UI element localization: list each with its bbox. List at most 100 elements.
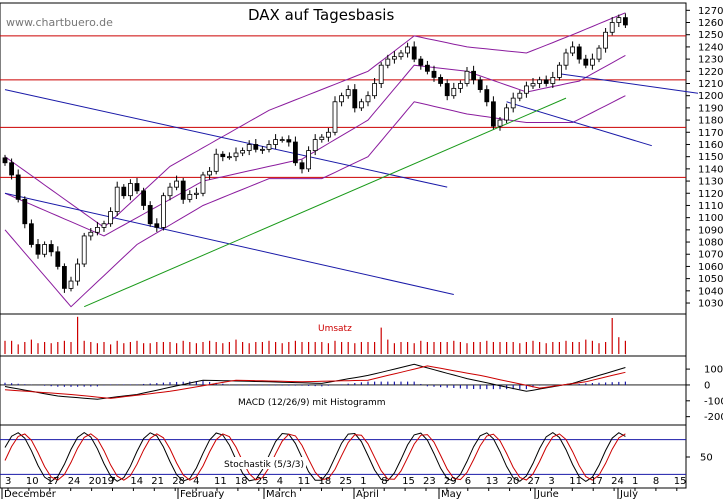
y-tick-label: 12100	[698, 79, 723, 90]
candle-body	[444, 83, 450, 97]
y-tick-label: 12600	[698, 18, 723, 29]
x-day-label: 18	[319, 476, 332, 487]
trendlines	[4, 73, 699, 308]
x-month-label: May	[441, 489, 462, 499]
stochastic-panel: 50	[0, 431, 713, 483]
x-day-label: 2019	[89, 476, 114, 487]
candle-body	[114, 186, 120, 212]
candle-body	[378, 64, 384, 84]
y-tick-label: 10600	[698, 262, 723, 273]
y-tick-label: 11800	[698, 116, 723, 127]
candle-body	[9, 162, 15, 176]
chart-title: DAX auf Tagesbasis	[248, 6, 394, 24]
watermark: www.chartbuero.de	[6, 16, 113, 29]
candle-body	[517, 92, 523, 99]
candle-body	[75, 263, 80, 282]
macd-tick-label: -200	[704, 412, 723, 423]
bollinger-lower-band	[4, 95, 626, 308]
candle-body	[609, 22, 615, 33]
x-day-label: 1	[632, 476, 638, 487]
x-day-label: 18	[235, 476, 248, 487]
y-tick-label: 11100	[698, 201, 723, 212]
candle-body	[345, 89, 351, 97]
candle-body	[2, 157, 8, 164]
candle-body	[154, 223, 160, 228]
x-day-label: 11	[298, 476, 311, 487]
x-month-label: February	[180, 489, 224, 499]
x-month-label: March	[266, 489, 296, 499]
candle-body	[576, 46, 582, 60]
candle-body	[246, 144, 252, 151]
x-day-label: 20	[507, 476, 520, 487]
candle-body	[530, 83, 536, 87]
x-month-label: December	[4, 489, 57, 499]
y-tick-label: 10500	[698, 274, 723, 285]
candle-body	[616, 17, 622, 23]
x-day-label: 3	[548, 476, 554, 487]
y-tick-label: 12400	[698, 42, 723, 53]
candle-body	[88, 231, 94, 237]
candle-body	[418, 58, 424, 66]
candle-body	[68, 280, 74, 289]
candle-body	[590, 58, 595, 66]
x-day-label: 23	[423, 476, 436, 487]
candle-body	[193, 192, 199, 195]
candle-body	[497, 119, 503, 127]
stoch-d-line	[4, 433, 626, 481]
green-trendline	[84, 97, 567, 308]
y-tick-label: 12700	[698, 6, 723, 17]
horizontal-support-lines	[0, 35, 686, 178]
y-tick-label: 12300	[698, 55, 723, 66]
x-day-label: 28	[172, 476, 185, 487]
candle-body	[583, 58, 589, 66]
y-tick-label: 10800	[698, 238, 723, 249]
candle-body	[55, 251, 61, 267]
candle-body	[405, 46, 411, 54]
candle-body	[570, 46, 575, 54]
candle-body	[200, 174, 206, 194]
candle-body	[358, 101, 364, 109]
x-day-label: 3	[5, 476, 11, 487]
stoch-k-line	[4, 431, 626, 483]
candle-body	[352, 89, 358, 109]
x-day-label: 4	[277, 476, 283, 487]
candle-body	[160, 195, 166, 228]
candle-body	[504, 107, 510, 121]
blue-trendline	[559, 73, 699, 94]
blue-trendline	[506, 101, 652, 147]
y-tick-label: 10400	[698, 286, 723, 297]
candle-body	[233, 152, 239, 158]
candle-body	[623, 17, 628, 26]
candle-body	[240, 150, 246, 154]
price-candles	[2, 13, 628, 293]
candle-body	[220, 153, 226, 158]
candle-body	[108, 211, 113, 225]
candle-body	[213, 153, 219, 172]
candle-body	[273, 139, 279, 145]
candle-body	[292, 141, 298, 164]
x-day-label: 15	[674, 476, 687, 487]
candle-body	[484, 89, 490, 103]
x-day-label: 14	[130, 476, 143, 487]
candle-body	[451, 87, 457, 97]
candle-body	[411, 46, 417, 60]
candle-body	[372, 83, 378, 97]
x-day-label: 27	[528, 476, 541, 487]
y-tick-label: 12500	[698, 30, 723, 41]
candle-body	[121, 186, 127, 197]
candle-body	[226, 156, 232, 159]
candle-body	[424, 64, 430, 72]
y-tick-label: 12000	[698, 91, 723, 102]
x-day-label: 21	[151, 476, 164, 487]
x-day-label: 25	[256, 476, 269, 487]
candle-body	[603, 31, 608, 49]
x-day-label: 17	[590, 476, 603, 487]
candle-body	[134, 183, 140, 192]
x-day-label: 29	[444, 476, 457, 487]
candle-body	[332, 101, 338, 133]
candle-body	[81, 235, 87, 265]
y-tick-label: 11900	[698, 103, 723, 114]
x-day-label: 8	[381, 476, 387, 487]
